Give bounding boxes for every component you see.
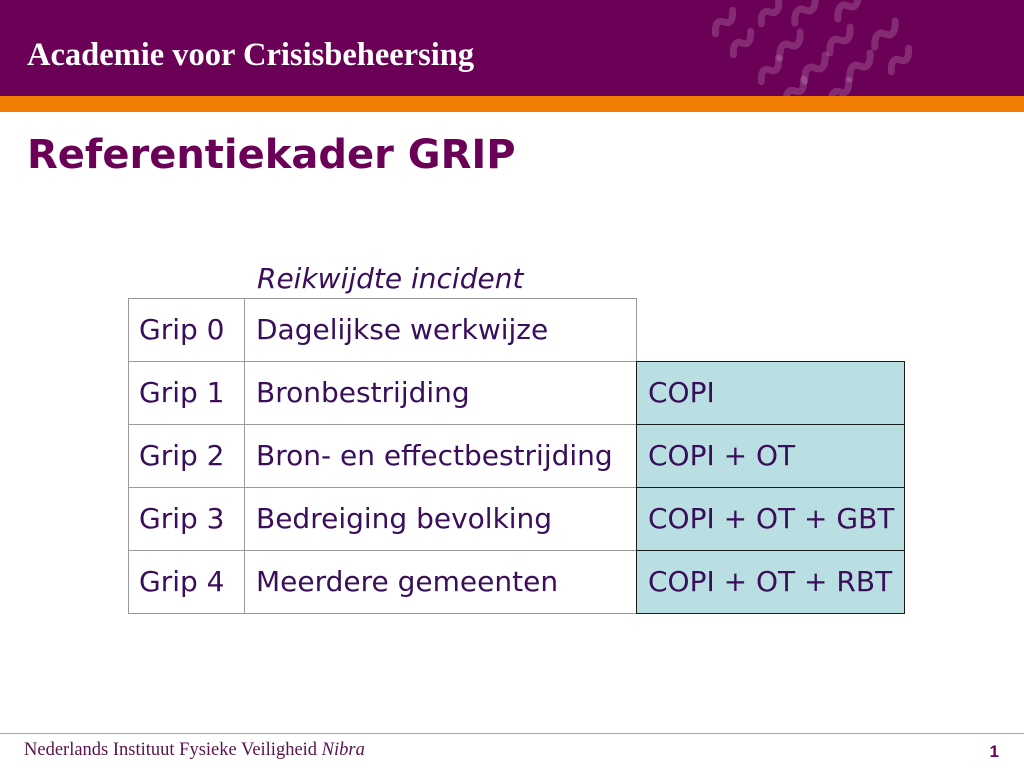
table-row: Grip 4 Meerdere gemeenten COPI + OT + RB…	[128, 550, 905, 614]
teams-cell: COPI + OT	[636, 424, 905, 488]
grip-level-cell: Grip 1	[128, 361, 245, 425]
footer-organization-short: Nibra	[321, 740, 365, 760]
grip-level-cell: Grip 0	[128, 298, 245, 362]
accent-stripe	[0, 96, 1024, 112]
incident-scope-cell: Meerdere gemeenten	[244, 550, 637, 614]
incident-scope-cell: Bron- en effectbestrijding	[244, 424, 637, 488]
table-row: Grip 0 Dagelijkse werkwijze	[128, 298, 905, 362]
header-band	[0, 0, 1024, 96]
slide-title: Referentiekader GRIP	[27, 132, 516, 178]
grip-level-cell: Grip 4	[128, 550, 245, 614]
table-row: Grip 1 Bronbestrijding COPI	[128, 361, 905, 425]
column-header: Reikwijdte incident	[257, 262, 524, 295]
grip-level-cell: Grip 3	[128, 487, 245, 551]
incident-scope-cell: Bedreiging bevolking	[244, 487, 637, 551]
teams-cell: COPI + OT + GBT	[636, 487, 905, 551]
incident-scope-cell: Dagelijkse werkwijze	[244, 298, 637, 362]
grip-level-cell: Grip 2	[128, 424, 245, 488]
footer-divider	[0, 733, 1024, 734]
incident-scope-cell: Bronbestrijding	[244, 361, 637, 425]
brand-name: Academie voor Crisisbeheersing	[27, 37, 475, 73]
footer-organization: Nederlands Instituut Fysieke Veiligheid N…	[24, 741, 365, 760]
page-number: 1	[989, 742, 999, 761]
table-row: Grip 3 Bedreiging bevolking COPI + OT + …	[128, 487, 905, 551]
teams-cell: COPI + OT + RBT	[636, 550, 905, 614]
teams-cell: COPI	[636, 361, 905, 425]
header-swoosh-decoration	[711, 0, 913, 96]
table-row: Grip 2 Bron- en effectbestrijding COPI +…	[128, 424, 905, 488]
footer-organization-name: Nederlands Instituut Fysieke Veiligheid	[24, 740, 318, 760]
